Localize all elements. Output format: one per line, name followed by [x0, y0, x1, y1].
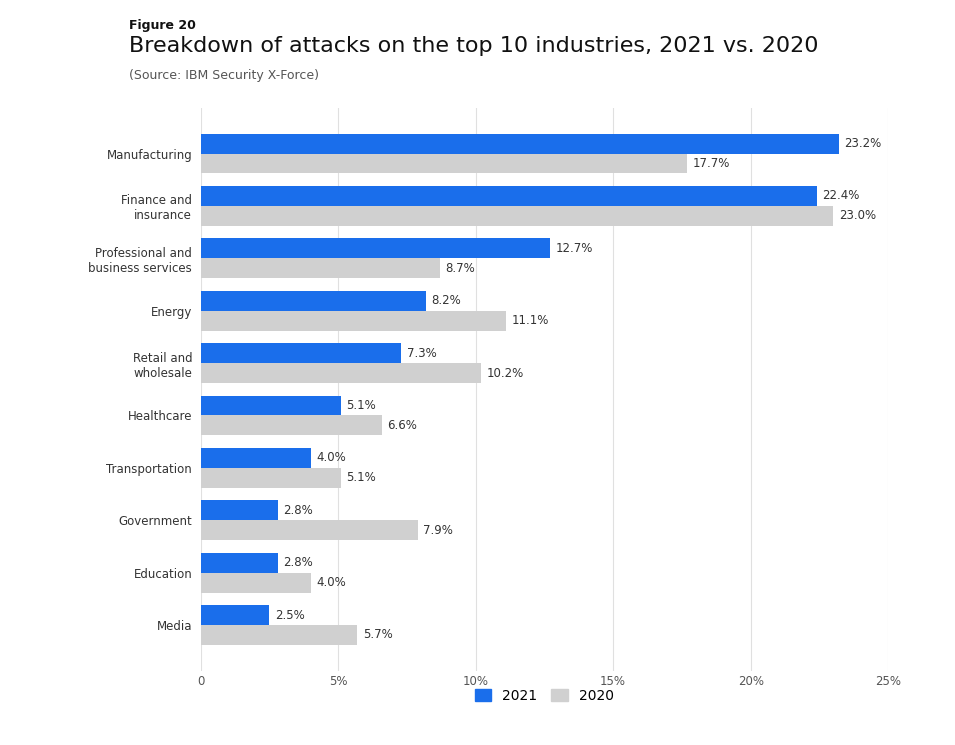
Text: (Source: IBM Security X-Force): (Source: IBM Security X-Force)	[129, 69, 319, 81]
Text: 5.1%: 5.1%	[347, 472, 376, 484]
Text: 7.3%: 7.3%	[407, 346, 436, 360]
Bar	[201, 448, 310, 468]
Text: 5.7%: 5.7%	[363, 629, 393, 641]
Text: 17.7%: 17.7%	[693, 157, 731, 170]
Text: 12.7%: 12.7%	[556, 242, 593, 255]
Bar	[201, 396, 341, 416]
Bar	[201, 573, 310, 592]
Text: 8.7%: 8.7%	[445, 261, 475, 275]
Bar	[201, 153, 688, 174]
Bar	[201, 416, 382, 435]
Text: 10.2%: 10.2%	[487, 367, 524, 379]
Bar	[201, 238, 550, 259]
Text: Breakdown of attacks on the top 10 industries, 2021 vs. 2020: Breakdown of attacks on the top 10 indus…	[129, 36, 818, 56]
Bar	[201, 343, 401, 363]
Bar	[201, 520, 418, 540]
Text: 4.0%: 4.0%	[316, 576, 346, 589]
Bar	[201, 468, 341, 488]
Text: 8.2%: 8.2%	[432, 294, 461, 307]
Bar	[201, 501, 278, 520]
Text: 23.2%: 23.2%	[844, 137, 881, 150]
Text: 7.9%: 7.9%	[423, 524, 454, 536]
Text: 2.8%: 2.8%	[283, 557, 313, 569]
Bar	[201, 363, 481, 383]
Bar	[201, 133, 838, 153]
Text: 22.4%: 22.4%	[822, 189, 860, 203]
Legend: 2021, 2020: 2021, 2020	[469, 683, 620, 708]
Text: 2.8%: 2.8%	[283, 504, 313, 517]
Text: 6.6%: 6.6%	[388, 419, 417, 432]
Bar	[201, 553, 278, 573]
Text: 4.0%: 4.0%	[316, 451, 346, 464]
Text: 23.0%: 23.0%	[838, 209, 876, 222]
Bar	[201, 206, 833, 226]
Text: 11.1%: 11.1%	[511, 314, 549, 327]
Bar	[201, 291, 426, 311]
Bar	[201, 311, 506, 331]
Bar	[201, 186, 817, 206]
Text: Figure 20: Figure 20	[129, 19, 196, 31]
Bar	[201, 259, 440, 278]
Text: 5.1%: 5.1%	[347, 399, 376, 412]
Bar	[201, 605, 269, 625]
Bar	[201, 625, 357, 645]
Text: 2.5%: 2.5%	[275, 609, 305, 621]
